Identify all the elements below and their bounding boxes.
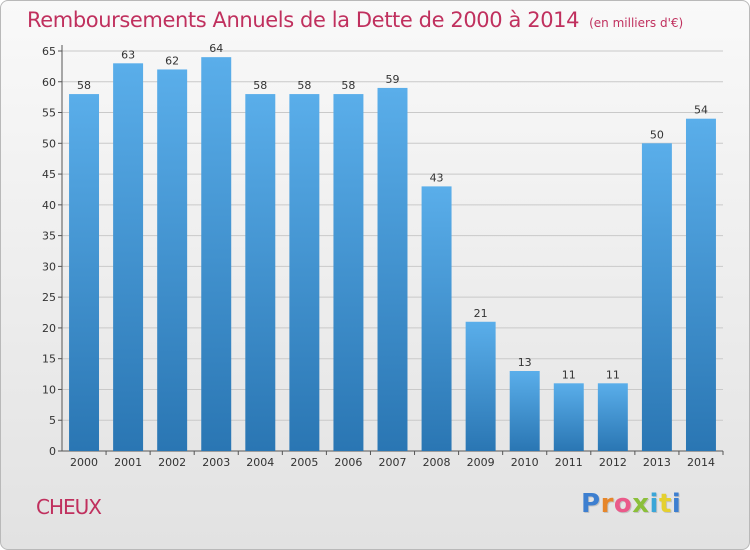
- y-tick-label: 5: [49, 414, 56, 427]
- bar: [377, 87, 408, 451]
- bar-value-label: 50: [650, 128, 664, 141]
- y-tick-label: 25: [42, 291, 56, 304]
- bar: [465, 321, 496, 451]
- x-tick-label: 2010: [511, 456, 539, 469]
- y-tick-label: 0: [49, 445, 56, 458]
- x-tick-label: 2014: [687, 456, 715, 469]
- bar: [597, 383, 628, 451]
- bar-value-label: 13: [518, 356, 532, 369]
- x-tick-label: 2002: [158, 456, 186, 469]
- bar-value-label: 11: [562, 368, 576, 381]
- bar-value-label: 59: [386, 73, 400, 86]
- x-tick-label: 2013: [643, 456, 671, 469]
- bar: [245, 94, 276, 452]
- bar-value-label: 11: [606, 368, 620, 381]
- bar-value-label: 63: [121, 48, 135, 61]
- x-tick-label: 2008: [423, 456, 451, 469]
- bar-value-label: 21: [474, 307, 488, 320]
- y-tick-label: 45: [42, 168, 56, 181]
- bar: [113, 63, 144, 452]
- y-tick-label: 30: [42, 260, 56, 273]
- bar-value-label: 62: [165, 54, 179, 67]
- x-tick-label: 2011: [555, 456, 583, 469]
- y-tick-label: 55: [42, 107, 56, 120]
- bar: [641, 143, 672, 452]
- title-text: Remboursements Annuels de la Dette de 20…: [27, 8, 580, 32]
- x-tick-label: 2007: [379, 456, 407, 469]
- bar-value-label: 58: [341, 79, 355, 92]
- bar-value-label: 58: [297, 79, 311, 92]
- unit-text: (en milliers d'€): [589, 16, 684, 30]
- bar: [333, 94, 364, 452]
- bar-value-label: 54: [694, 104, 708, 117]
- bar-value-label: 43: [430, 171, 444, 184]
- bar: [685, 118, 716, 451]
- bar: [509, 371, 540, 451]
- x-tick-label: 2009: [467, 456, 495, 469]
- x-tick-label: 2001: [114, 456, 142, 469]
- bar: [289, 94, 320, 452]
- y-tick-label: 50: [42, 137, 56, 150]
- y-tick-label: 15: [42, 353, 56, 366]
- chart-title: Remboursements Annuels de la Dette de 20…: [27, 8, 683, 32]
- x-tick-label: 2005: [290, 456, 318, 469]
- bar-value-label: 64: [209, 42, 223, 55]
- bar: [201, 57, 232, 452]
- plot-area: 0 5 10 15 20 25 30 35 40 45 50 55 60 65 58 2000 63 2001 62…: [42, 42, 724, 469]
- y-tick-label: 40: [42, 199, 56, 212]
- x-tick-label: 2003: [202, 456, 230, 469]
- y-tick-label: 10: [42, 383, 56, 396]
- x-tick-label: 2006: [334, 456, 362, 469]
- y-tick-label: 65: [42, 45, 56, 58]
- bar: [421, 186, 452, 451]
- bar: [553, 383, 584, 451]
- bar-value-label: 58: [253, 79, 267, 92]
- y-tick-label: 20: [42, 322, 56, 335]
- commune-name: CHEUX: [36, 495, 102, 519]
- proxiti-logo: Proxiti: [581, 489, 682, 519]
- x-tick-label: 2000: [70, 456, 98, 469]
- y-tick-label: 35: [42, 230, 56, 243]
- x-tick-label: 2004: [246, 456, 274, 469]
- bar-value-label: 58: [77, 79, 91, 92]
- x-tick-label: 2012: [599, 456, 627, 469]
- bar: [157, 69, 188, 451]
- y-tick-label: 60: [42, 76, 56, 89]
- bar: [69, 94, 100, 452]
